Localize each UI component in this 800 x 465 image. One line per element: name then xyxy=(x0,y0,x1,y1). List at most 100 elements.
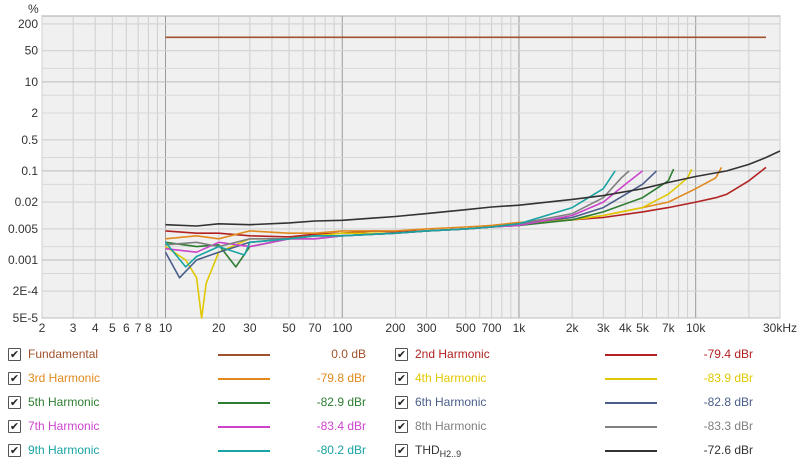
legend-value: 0.0 dB xyxy=(331,347,366,361)
legend-checkbox[interactable]: ✔ xyxy=(8,348,21,361)
x-tick-label: 30kHz xyxy=(763,321,797,335)
legend-checkbox[interactable]: ✔ xyxy=(395,444,408,457)
x-tick-label: 200 xyxy=(385,321,405,335)
y-tick-label: 10 xyxy=(25,75,39,89)
series-line-8 xyxy=(164,170,616,268)
series-lines xyxy=(164,36,781,319)
x-tick-label: 100 xyxy=(332,321,352,335)
series-line-2 xyxy=(165,167,723,240)
legend-label: 3rd Harmonic xyxy=(28,371,100,385)
legend-label: 7th Harmonic xyxy=(28,419,99,433)
y-tick-label: 0.005 xyxy=(8,222,38,236)
legend-value: -82.9 dBr xyxy=(316,395,366,409)
legend-checkbox[interactable]: ✔ xyxy=(8,372,21,385)
y-tick-label: 50 xyxy=(25,44,39,58)
x-tick-label: 1k xyxy=(513,321,527,335)
x-tick-label: 70 xyxy=(308,321,322,335)
legend-label: Fundamental xyxy=(28,347,98,361)
legend-value: -83.3 dBr xyxy=(703,419,753,433)
legend-checkbox[interactable]: ✔ xyxy=(395,348,408,361)
legend-checkbox[interactable]: ✔ xyxy=(395,396,408,409)
legend-label-text: 4th Harmonic xyxy=(415,371,487,385)
y-tick-label: 0.001 xyxy=(8,253,38,267)
legend-item[interactable]: ✔ 4th Harmonic -83.9 dBr xyxy=(395,368,785,390)
legend-item[interactable]: ✔ THDH2..9 -72.6 dBr xyxy=(395,440,785,462)
x-tick-label: 500 xyxy=(456,321,476,335)
legend-label: 2nd Harmonic xyxy=(415,347,490,361)
x-tick-label: 7 xyxy=(135,321,142,335)
legend-label: 4th Harmonic xyxy=(415,371,486,385)
legend-swatch xyxy=(605,426,657,428)
legend-label: 8th Harmonic xyxy=(415,419,486,433)
x-tick-label: 10k xyxy=(686,321,706,335)
x-tick-label: 4 xyxy=(92,321,99,335)
plot-area xyxy=(41,15,781,319)
legend-swatch xyxy=(605,378,657,380)
legend-label: 6th Harmonic xyxy=(415,395,486,409)
legend-item[interactable]: ✔ 6th Harmonic -82.8 dBr xyxy=(395,392,785,414)
legend-label-text: 6th Harmonic xyxy=(415,395,487,409)
legend-swatch xyxy=(218,378,270,380)
x-tick-label: 3 xyxy=(70,321,77,335)
y-tick-label: 200 xyxy=(18,17,38,31)
chart-legend: ✔ Fundamental 0.0 dB ✔ 2nd Harmonic -79.4 dBr… xyxy=(0,340,800,465)
y-tick-label: 0.5 xyxy=(21,133,38,147)
y-tick-label: 2 xyxy=(31,106,38,120)
x-tick-label: 20 xyxy=(212,321,226,335)
legend-label-text: Fundamental xyxy=(28,347,99,361)
legend-swatch xyxy=(218,450,270,452)
x-tick-label: 50 xyxy=(282,321,296,335)
legend-item[interactable]: ✔ 8th Harmonic -83.3 dBr xyxy=(395,416,785,438)
legend-item[interactable]: ✔ 3rd Harmonic -79.8 dBr xyxy=(8,368,398,390)
series-line-9 xyxy=(165,150,781,227)
x-tick-label: 10 xyxy=(159,321,173,335)
legend-value: -82.8 dBr xyxy=(703,395,753,409)
x-tick-label: 4k xyxy=(619,321,633,335)
legend-value: -79.4 dBr xyxy=(703,347,753,361)
grid-lines xyxy=(41,15,781,319)
legend-label-text: 2nd Harmonic xyxy=(415,347,490,361)
legend-label: 5th Harmonic xyxy=(28,395,99,409)
legend-swatch xyxy=(605,402,657,404)
tick-labels: 2 3 4 5 6 7 8 10 20 30 50 70 100 200 300 500 700 1k 2k 3k 4k… xyxy=(8,17,797,335)
x-tick-label: 300 xyxy=(417,321,437,335)
legend-swatch xyxy=(605,354,657,356)
y-tick-label: 5E-5 xyxy=(13,311,39,325)
legend-item[interactable]: ✔ 5th Harmonic -82.9 dBr xyxy=(8,392,398,414)
legend-swatch xyxy=(605,450,657,452)
legend-swatch xyxy=(218,426,270,428)
legend-swatch xyxy=(218,402,270,404)
legend-checkbox[interactable]: ✔ xyxy=(8,396,21,409)
legend-checkbox[interactable]: ✔ xyxy=(395,372,408,385)
legend-value: -79.8 dBr xyxy=(316,371,366,385)
legend-label: 9th Harmonic xyxy=(28,443,99,457)
legend-item[interactable]: ✔ 9th Harmonic -80.2 dBr xyxy=(8,440,398,462)
legend-label: THDH2..9 xyxy=(415,443,461,459)
x-tick-label: 3k xyxy=(597,321,611,335)
legend-checkbox[interactable]: ✔ xyxy=(8,444,21,457)
legend-checkbox[interactable]: ✔ xyxy=(8,420,21,433)
x-tick-label: 2k xyxy=(566,321,580,335)
x-tick-label: 2 xyxy=(39,321,46,335)
x-tick-label: 700 xyxy=(482,321,502,335)
y-tick-label: 0.02 xyxy=(15,195,39,209)
distortion-chart: 2 3 4 5 6 7 8 10 20 30 50 70 100 200 300 500 700 1k 2k 3k 4k… xyxy=(8,2,797,335)
legend-label-text: 3rd Harmonic xyxy=(28,371,101,385)
legend-label-text: THD xyxy=(415,443,440,457)
legend-label-text: 9th Harmonic xyxy=(28,443,100,457)
legend-item[interactable]: ✔ Fundamental 0.0 dB xyxy=(8,344,398,366)
x-tick-label: 30 xyxy=(243,321,257,335)
legend-item[interactable]: ✔ 7th Harmonic -83.4 dBr xyxy=(8,416,398,438)
x-tick-label: 6 xyxy=(123,321,130,335)
legend-value: -72.6 dBr xyxy=(703,443,753,457)
legend-label-text: 8th Harmonic xyxy=(415,419,487,433)
legend-label-subscript: H2..9 xyxy=(439,449,462,459)
x-tick-label: 5 xyxy=(109,321,116,335)
x-tick-label: 5k xyxy=(636,321,650,335)
legend-item[interactable]: ✔ 2nd Harmonic -79.4 dBr xyxy=(395,344,785,366)
legend-value: -83.9 dBr xyxy=(703,371,753,385)
legend-value: -80.2 dBr xyxy=(316,443,366,457)
legend-label-text: 5th Harmonic xyxy=(28,395,100,409)
legend-checkbox[interactable]: ✔ xyxy=(395,420,408,433)
legend-label-text: 7th Harmonic xyxy=(28,419,100,433)
